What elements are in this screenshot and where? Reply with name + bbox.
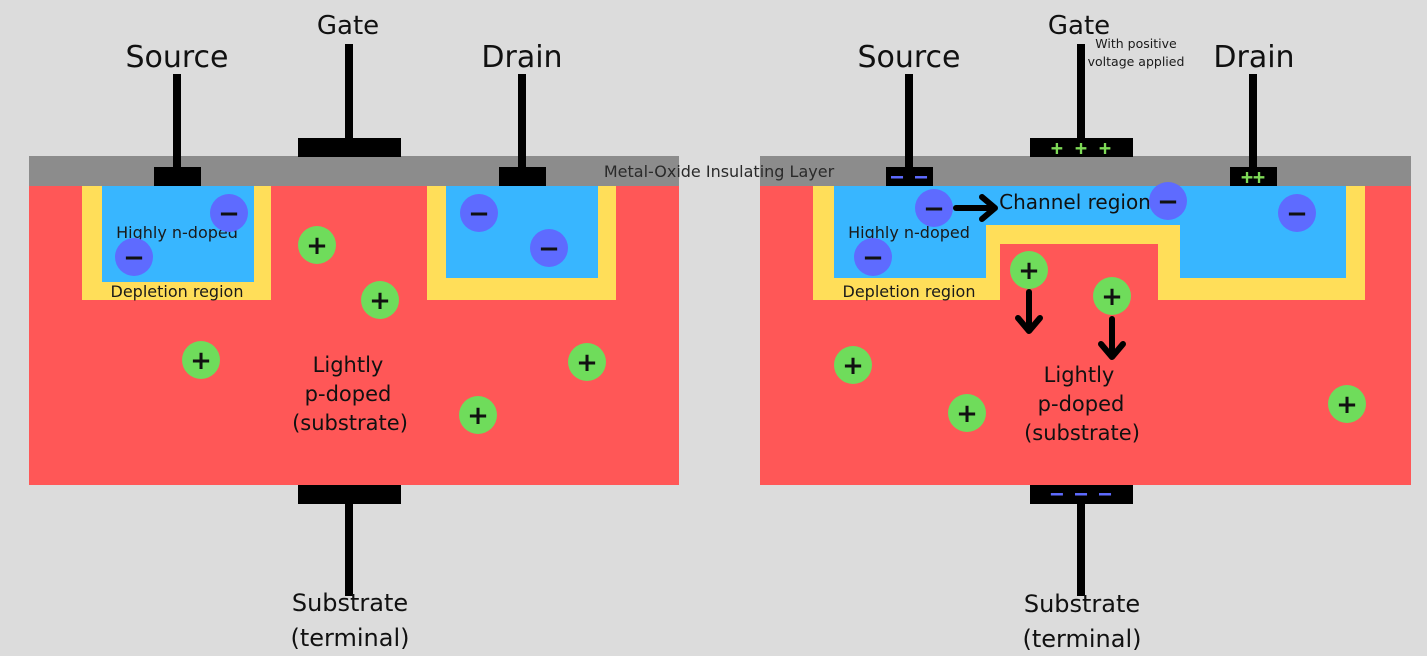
right-hole: + bbox=[1010, 251, 1048, 289]
svg-text:+: + bbox=[1101, 282, 1123, 312]
svg-text:+: + bbox=[842, 351, 864, 381]
right-gate-note-2: voltage applied bbox=[1088, 54, 1185, 69]
right-electron: − bbox=[854, 238, 892, 276]
left-drain-plate bbox=[499, 167, 546, 186]
left-highly-n-doped-label: Highly n-doped bbox=[116, 223, 238, 242]
svg-text:+: + bbox=[306, 231, 328, 261]
left-electron: − bbox=[210, 194, 248, 232]
left-gate-lead bbox=[345, 44, 353, 140]
right-source-label: Source bbox=[857, 40, 960, 75]
svg-text:+: + bbox=[1336, 390, 1358, 420]
svg-text:−: − bbox=[123, 243, 145, 273]
left-depletion-region-label: Depletion region bbox=[111, 282, 244, 301]
right-drain-plate bbox=[1230, 167, 1277, 186]
right-electron: − bbox=[1149, 182, 1187, 220]
right-hole-repelled-arrow bbox=[1015, 289, 1043, 334]
right-channel-region-label: Channel region bbox=[999, 190, 1151, 214]
left-substrate-lead bbox=[345, 500, 353, 596]
svg-text:−: − bbox=[923, 194, 945, 224]
svg-text:−: − bbox=[862, 243, 884, 273]
left-electron: − bbox=[460, 194, 498, 232]
left-gate-plate bbox=[298, 138, 401, 157]
svg-text:−: − bbox=[538, 234, 560, 264]
left-electron: − bbox=[115, 238, 153, 276]
right-substrate-terminal-label-2: (terminal) bbox=[1023, 625, 1142, 653]
right-substrate-lead bbox=[1077, 500, 1085, 596]
svg-text:−: − bbox=[1286, 199, 1308, 229]
svg-text:+: + bbox=[1018, 256, 1040, 286]
left-drain-lead bbox=[518, 74, 526, 170]
left-substrate-terminal-label-2: (terminal) bbox=[291, 624, 410, 652]
left-drain-label: Drain bbox=[481, 40, 562, 75]
right-source-plate-charges: – – bbox=[891, 164, 928, 188]
left-electron: − bbox=[530, 229, 568, 267]
left-substrate-label-1: Lightly bbox=[313, 353, 384, 377]
right-gate-label: Gate bbox=[1048, 11, 1110, 41]
left-hole: + bbox=[298, 226, 336, 264]
svg-text:+: + bbox=[467, 401, 489, 431]
left-substrate-label-3: (substrate) bbox=[292, 411, 408, 435]
right-substrate-plate-charges: – – – bbox=[1051, 481, 1112, 505]
svg-text:+: + bbox=[190, 346, 212, 376]
right-substrate-label-3: (substrate) bbox=[1024, 421, 1140, 445]
svg-text:+: + bbox=[576, 348, 598, 378]
right-hole-repelled-arrow bbox=[1098, 316, 1126, 360]
left-substrate-label-2: p-doped bbox=[305, 382, 392, 406]
right-gate-note-1: With positive bbox=[1095, 36, 1177, 51]
right-electron: − bbox=[915, 189, 953, 227]
right-drain-lead bbox=[1249, 74, 1257, 170]
right-electron: − bbox=[1278, 194, 1316, 232]
left-hole: + bbox=[568, 343, 606, 381]
left-oxide-layer bbox=[29, 156, 679, 186]
left-substrate-terminal-label-1: Substrate bbox=[292, 589, 408, 617]
right-gate-plate-charges: + + + bbox=[1051, 136, 1111, 160]
right-drain-label: Drain bbox=[1213, 40, 1294, 75]
right-hole: + bbox=[834, 346, 872, 384]
left-source-lead bbox=[173, 74, 181, 170]
left-hole: + bbox=[459, 396, 497, 434]
right-substrate-plate bbox=[1030, 485, 1133, 504]
right-source-plate bbox=[886, 167, 933, 186]
right-oxide-layer bbox=[760, 156, 1411, 186]
oxide-layer-label: Metal-Oxide Insulating Layer bbox=[604, 162, 835, 181]
left-gate-label: Gate bbox=[317, 11, 379, 41]
right-substrate-label-1: Lightly bbox=[1044, 363, 1115, 387]
svg-text:−: − bbox=[1157, 187, 1179, 217]
svg-text:+: + bbox=[956, 399, 978, 429]
right-electron-flow-arrow bbox=[953, 194, 998, 222]
right-drain-plate-charges: ++ bbox=[1241, 165, 1265, 189]
right-hole: + bbox=[1093, 277, 1131, 315]
left-source-label: Source bbox=[125, 40, 228, 75]
right-hole: + bbox=[1328, 385, 1366, 423]
right-gate-lead bbox=[1077, 44, 1085, 140]
right-highly-n-doped-label: Highly n-doped bbox=[848, 223, 970, 242]
right-depletion-region-label: Depletion region bbox=[843, 282, 976, 301]
svg-text:−: − bbox=[468, 199, 490, 229]
left-source-plate bbox=[154, 167, 201, 186]
left-substrate-plate bbox=[298, 485, 401, 504]
svg-text:−: − bbox=[218, 199, 240, 229]
right-mosfet: + + + ++ – – – – – Source Gate With posi… bbox=[760, 11, 1411, 653]
left-mosfet: Source Gate Drain Highly n-doped Depleti… bbox=[29, 11, 679, 652]
right-substrate-terminal-label-1: Substrate bbox=[1024, 590, 1140, 618]
right-gate-plate bbox=[1030, 138, 1133, 157]
right-substrate-label-2: p-doped bbox=[1038, 392, 1125, 416]
right-hole: + bbox=[948, 394, 986, 432]
left-hole: + bbox=[182, 341, 220, 379]
svg-text:+: + bbox=[369, 286, 391, 316]
right-source-lead bbox=[905, 74, 913, 170]
left-hole: + bbox=[361, 281, 399, 319]
